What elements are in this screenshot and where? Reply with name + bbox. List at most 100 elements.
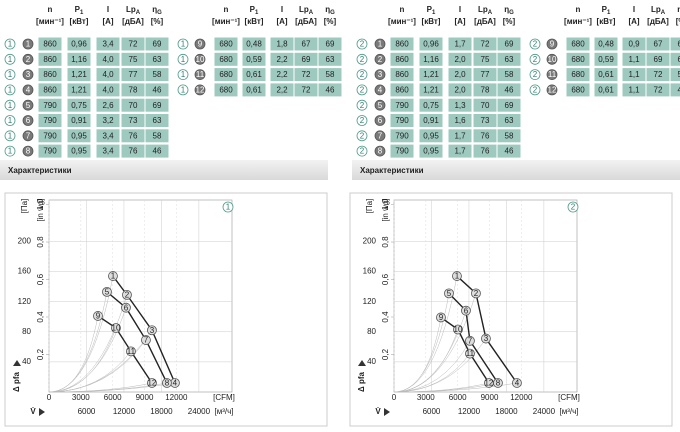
table-cell: [294, 52, 318, 66]
variant-marker: [4, 115, 16, 126]
variant-marker: [4, 99, 16, 111]
variant-marker: [177, 69, 189, 80]
table-cell-text: 1,21: [71, 70, 87, 79]
variant-marker-label: 2: [360, 40, 365, 49]
table-cell: [448, 144, 472, 158]
column-unit: [кВт]: [245, 17, 264, 26]
table-cell: [145, 144, 169, 158]
table-cell-text: 1,16: [423, 55, 439, 64]
table-cell: [566, 52, 590, 66]
operating-point-label: 11: [127, 347, 136, 356]
column-name: n: [224, 5, 229, 14]
table-cell: [448, 129, 472, 143]
table-cell: [294, 83, 318, 97]
table-cell: [145, 83, 169, 97]
column-name-main: Lp: [126, 5, 136, 14]
table-cell-text: 1,8: [276, 40, 288, 49]
table-cell: [448, 83, 472, 97]
row-marker: [546, 38, 558, 50]
column-name-main: I: [107, 5, 109, 14]
x2-tick-label: 9000: [481, 393, 499, 402]
table-cell-text: 1,7: [454, 131, 466, 140]
y-tick-label: 200: [18, 237, 32, 246]
table-cell-text: 2,0: [454, 55, 466, 64]
table-cell: [121, 37, 145, 51]
x2-tick-label: 12000: [165, 393, 188, 402]
table-cell: [497, 83, 521, 97]
table-cell: [622, 52, 646, 66]
operating-point-label: 9: [96, 312, 101, 321]
table-cell: [145, 114, 169, 127]
table-cell-text: 78: [481, 86, 490, 95]
table-cell: [473, 114, 497, 127]
operating-point: [122, 289, 132, 300]
chart-badge-label: 2: [571, 203, 576, 212]
row-marker: [22, 53, 34, 65]
table-cell: [448, 68, 472, 82]
operating-point: [453, 324, 463, 335]
row-marker-label: 9: [198, 40, 203, 49]
table-cell-text: 69: [302, 55, 311, 64]
table-cell: [96, 129, 120, 143]
table-cell-text: 0,96: [71, 40, 87, 49]
row-marker: [194, 38, 206, 50]
table-cell-text: 77: [129, 70, 138, 79]
column-unit: [мин⁻¹]: [212, 17, 240, 26]
operating-point-label: 12: [147, 379, 156, 388]
column-name: P1: [427, 5, 436, 15]
axis-arrow: [39, 408, 45, 416]
system-curve: [393, 353, 471, 393]
table-cell-text: 76: [481, 131, 490, 140]
column-name-main: P: [75, 5, 81, 14]
section-title: Характеристики: [360, 166, 424, 175]
x2-unit: [CFM]: [558, 393, 580, 402]
column-unit: [%]: [151, 17, 164, 26]
table-cell-text: 4,0: [102, 86, 114, 95]
column-name: ηG: [677, 5, 680, 15]
table-cell: [622, 37, 646, 51]
row-marker-label: 6: [26, 116, 31, 125]
table-cell-text: 2,2: [276, 86, 288, 95]
table-cell: [318, 83, 342, 97]
row-marker: [374, 69, 386, 80]
column-unit: [кВт]: [597, 17, 616, 26]
table-cell: [242, 68, 266, 82]
table-cell-text: 3,2: [102, 116, 114, 125]
column-name-sub: 1: [432, 10, 436, 16]
column-name: I: [107, 5, 109, 14]
row-marker: [22, 145, 34, 157]
column-unit: [дБА]: [295, 17, 317, 26]
column-name: ηG: [325, 5, 335, 15]
table-cell-text: 0,96: [423, 40, 439, 49]
system-curve: [393, 382, 489, 393]
variant-marker-label: 2: [533, 70, 538, 79]
variant-marker-label: 1: [8, 40, 13, 49]
table-cell-text: 0,48: [246, 40, 262, 49]
row-marker-label: 2: [378, 55, 383, 64]
axis-arrow: [13, 360, 21, 366]
table-cell-text: 63: [153, 55, 162, 64]
column-unit: [дБА]: [647, 17, 669, 26]
row-marker: [194, 84, 206, 96]
table-cell: [38, 114, 62, 127]
column-unit: [кВт]: [70, 17, 89, 26]
column-name-main: P: [602, 5, 608, 14]
column-name-main: η: [677, 5, 680, 14]
table-cell-text: 4,0: [102, 55, 114, 64]
table-cell: [566, 68, 590, 82]
operating-point: [465, 335, 475, 346]
variant-marker: [356, 99, 368, 111]
table-cell-text: 1,6: [454, 116, 466, 125]
column-name-main: n: [48, 5, 53, 14]
table-cell-text: 2,0: [454, 86, 466, 95]
operating-point-label: 1: [111, 272, 116, 281]
system-curve: [48, 327, 117, 393]
table-cell: [566, 83, 590, 97]
table-cell-text: 0,95: [423, 147, 439, 156]
row-marker: [22, 99, 34, 111]
table-cell-text: 860: [395, 86, 409, 95]
variant-marker-label: 1: [8, 70, 13, 79]
table-cell-text: 69: [678, 40, 680, 49]
column-name: LpA: [126, 5, 141, 15]
